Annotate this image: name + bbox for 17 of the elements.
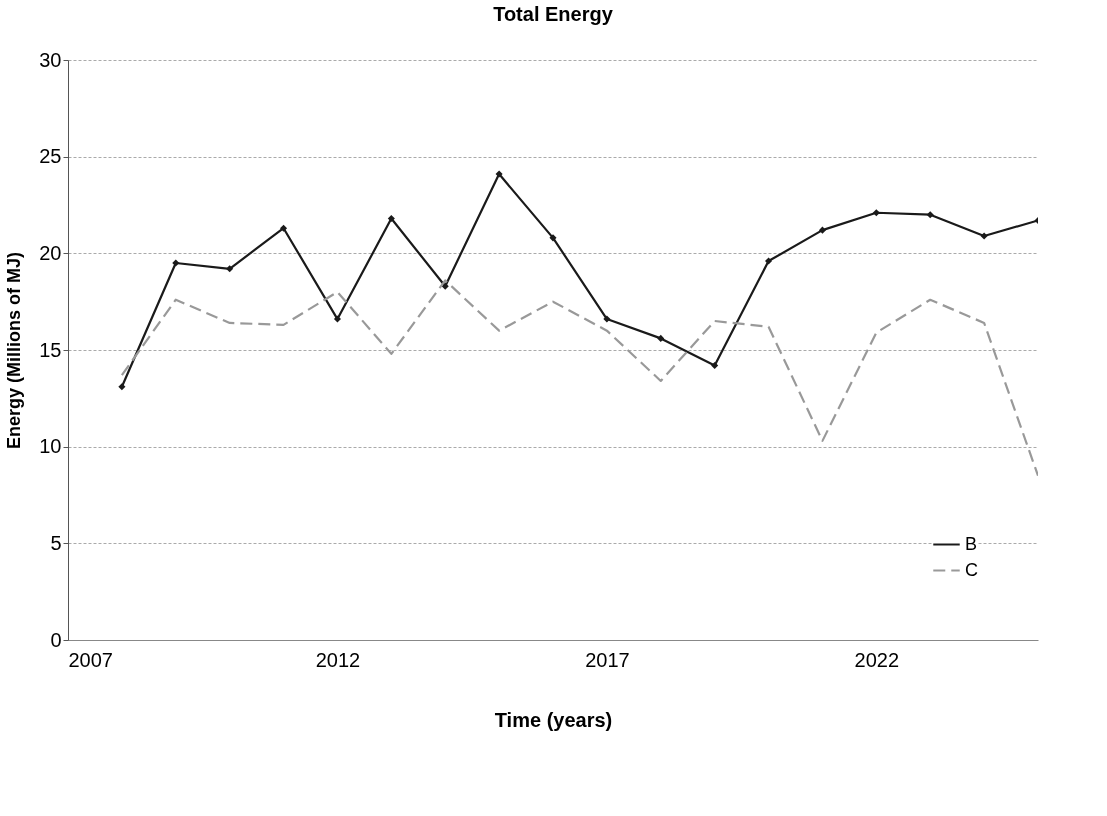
x-tick-label: 2007 <box>68 648 113 671</box>
chart-title: Total Energy <box>493 3 614 25</box>
x-tick-label: 2022 <box>854 648 900 671</box>
y-tick-label: 20 <box>39 241 62 264</box>
y-axis-title: Energy (Millions of MJ) <box>4 251 25 450</box>
legend-label: B <box>965 533 978 554</box>
x-tick-label: 2017 <box>585 648 630 671</box>
y-tick-label: 30 <box>39 48 62 71</box>
y-tick-label: 15 <box>39 338 62 361</box>
x-tick-label: 2012 <box>315 648 361 671</box>
y-tick-label: 25 <box>39 145 62 168</box>
y-tick-label: 5 <box>50 531 62 554</box>
line-series <box>120 279 1038 477</box>
legend-label: C <box>965 559 978 580</box>
x-axis-title: Time (years) <box>494 708 613 731</box>
y-tick-label: 10 <box>39 435 62 458</box>
y-tick-label: 0 <box>50 628 62 651</box>
